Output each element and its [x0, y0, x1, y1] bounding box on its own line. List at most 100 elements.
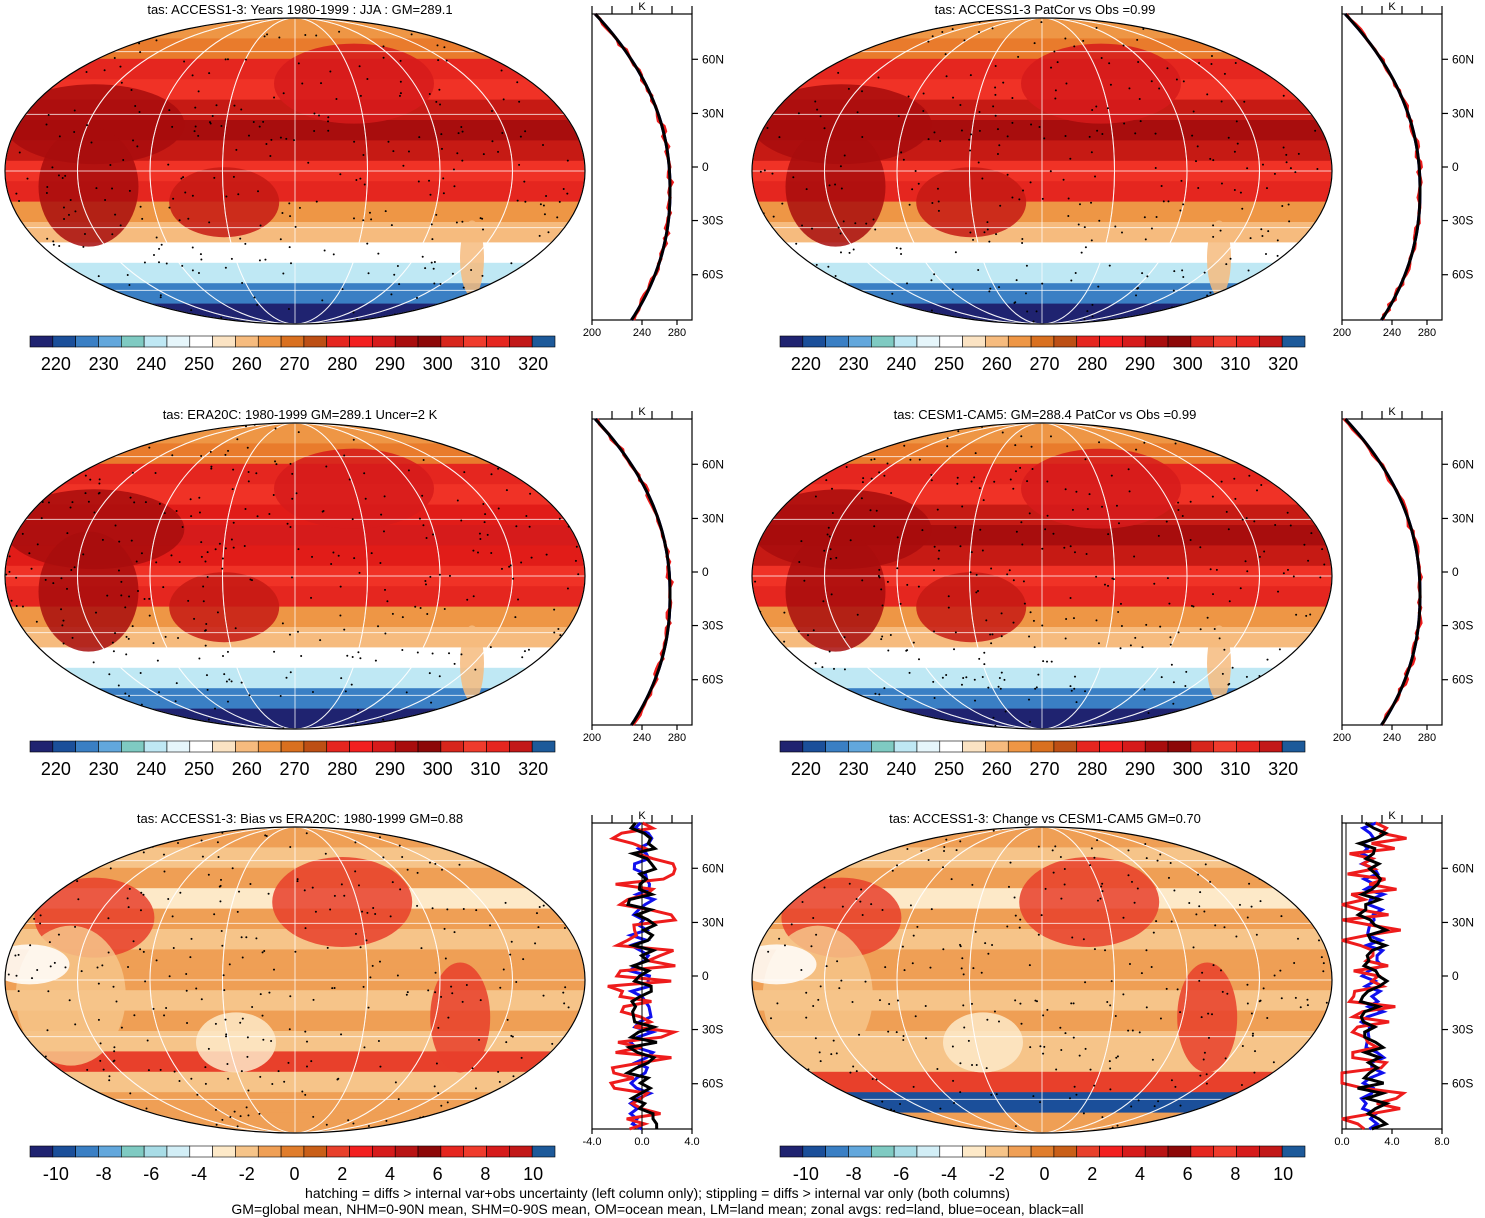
stipple-dot: [993, 1010, 996, 1013]
stipple-dot: [357, 884, 360, 887]
stipple-dot: [1095, 105, 1098, 108]
stipple-dot: [332, 551, 335, 554]
stipple-dot: [819, 832, 822, 835]
stipple-dot: [566, 192, 569, 195]
stipple-dot: [1159, 1017, 1162, 1020]
stipple-dot: [1244, 560, 1247, 563]
colorbar-cell: [98, 1145, 122, 1158]
stipple-dot: [301, 82, 304, 85]
stipple-dot: [234, 627, 237, 630]
stipple-dot: [880, 588, 883, 591]
stipple-dot: [200, 998, 203, 1001]
stipple-dot: [184, 191, 187, 194]
stipple-dot: [431, 652, 434, 655]
stipple-dot: [821, 303, 824, 306]
stipple-dot: [14, 496, 17, 499]
stipple-dot: [82, 553, 85, 556]
panel-title-2: tas: ACCESS1-3 PatCor vs Obs =0.99: [934, 2, 1156, 17]
stipple-dot: [124, 692, 127, 695]
stipple-dot: [430, 701, 433, 704]
colorbar-cell: [985, 1145, 1009, 1158]
stipple-dot: [421, 494, 424, 497]
stipple-dot: [515, 525, 518, 528]
stipple-dot: [51, 22, 54, 25]
stipple-dot: [920, 849, 923, 852]
stipple-dot: [829, 557, 832, 560]
stipple-dot: [70, 290, 73, 293]
stipple-dot: [969, 74, 972, 77]
stipple-dot: [1082, 39, 1085, 42]
stipple-dot: [945, 673, 948, 676]
stipple-dot: [53, 271, 56, 274]
stipple-dot: [978, 657, 981, 660]
stipple-dot: [101, 538, 104, 541]
stipple-dot: [232, 468, 235, 471]
stipple-dot: [771, 696, 774, 699]
stipple-dot: [407, 469, 410, 472]
stipple-dot: [1128, 87, 1131, 90]
stipple-dot: [5, 537, 7, 540]
stipple-dot: [1, 719, 3, 721]
stipple-dot: [1176, 988, 1179, 991]
stipple-dot: [1262, 987, 1265, 990]
stipple-dot: [231, 488, 234, 491]
stipple-dot: [767, 1074, 770, 1077]
stipple-dot: [289, 671, 292, 674]
stipple-dot: [1054, 89, 1057, 92]
stipple-dot: [794, 1094, 797, 1097]
stipple-dot: [124, 606, 127, 609]
stipple-dot: [1078, 203, 1081, 206]
stipple-dot: [1054, 845, 1057, 848]
stipple-dot: [1180, 179, 1183, 182]
colorbar-label: -4: [941, 1164, 957, 1184]
stipple-dot: [30, 250, 33, 253]
stipple-dot: [492, 311, 495, 314]
stipple-dot: [577, 573, 580, 576]
stipple-dot: [1052, 871, 1055, 874]
stipple-dot: [814, 100, 817, 103]
stipple-dot: [88, 1134, 90, 1136]
stipple-dot: [256, 515, 259, 518]
stipple-dot: [58, 244, 61, 247]
stipple-dot: [1296, 937, 1299, 940]
colorbar-cell: [52, 1145, 76, 1158]
stipple-dot: [1006, 173, 1009, 176]
stipple-dot: [973, 476, 976, 479]
stipple-dot: [1103, 583, 1106, 586]
stipple-dot: [763, 1114, 766, 1117]
stipple-dot: [1075, 490, 1078, 493]
stipple-dot: [1179, 1011, 1182, 1014]
stipple-dot: [969, 231, 972, 234]
stipple-dot: [273, 96, 276, 99]
colorbar-cell: [802, 1145, 826, 1158]
stipple-dot: [1060, 897, 1063, 900]
stipple-dot: [1263, 438, 1266, 441]
colorbar-label: 4: [1135, 1164, 1145, 1184]
stipple-dot: [128, 284, 131, 287]
stipple-dot: [93, 511, 96, 514]
panel-title-3: tas: ERA20C: 1980-1999 GM=289.1 Uncer=2 …: [162, 407, 438, 422]
stipple-dot: [849, 539, 852, 542]
stipple-dot: [23, 827, 26, 829]
stipple-dot: [7, 855, 10, 858]
stipple-dot: [150, 439, 153, 442]
stipple-dot: [1279, 460, 1282, 463]
stipple-dot: [542, 143, 545, 146]
stipple-dot: [1007, 885, 1010, 888]
stipple-dot: [933, 697, 936, 700]
stipple-dot: [1260, 228, 1263, 231]
stipple-dot: [1150, 965, 1153, 968]
stipple-dot: [1272, 275, 1275, 278]
stipple-dot: [265, 834, 268, 837]
stipple-dot: [517, 835, 520, 838]
stipple-dot: [23, 1123, 26, 1126]
stipple-dot: [2, 110, 4, 112]
stipple-dot: [1156, 859, 1159, 862]
stipple-dot: [553, 631, 556, 634]
stipple-dot: [278, 36, 281, 39]
region-fill: [274, 448, 434, 529]
colorbar-cell: [463, 335, 487, 348]
stipple-dot: [1182, 203, 1185, 206]
stipple-dot: [83, 451, 86, 454]
stipple-dot: [780, 893, 783, 896]
